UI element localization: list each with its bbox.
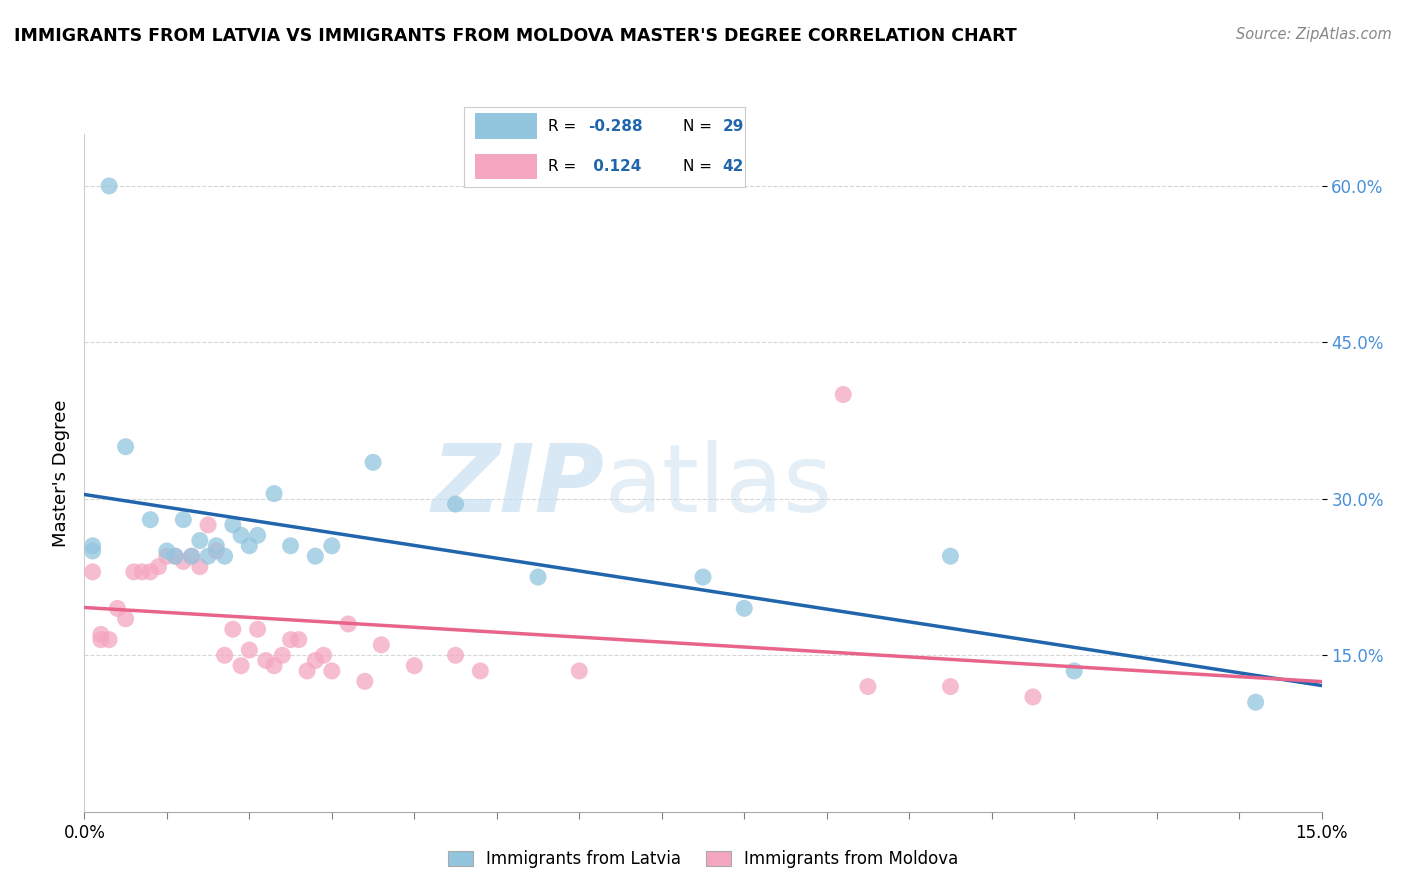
Text: R =: R =: [548, 159, 576, 174]
Bar: [475, 113, 537, 139]
Point: [470, 664, 492, 678]
Point: [280, 539, 302, 553]
Point: [197, 517, 219, 532]
Point: [139, 565, 162, 579]
Point: [229, 528, 252, 542]
Point: [304, 549, 326, 564]
Point: [312, 648, 335, 663]
Point: [404, 658, 426, 673]
Text: atlas: atlas: [605, 441, 832, 533]
Point: [98, 632, 121, 647]
Text: N =: N =: [683, 119, 713, 134]
Text: Source: ZipAtlas.com: Source: ZipAtlas.com: [1236, 27, 1392, 42]
Point: [172, 513, 194, 527]
Point: [90, 632, 112, 647]
Point: [114, 440, 136, 454]
Point: [527, 570, 550, 584]
Bar: [475, 153, 537, 179]
Point: [939, 549, 962, 564]
Point: [444, 497, 467, 511]
Point: [733, 601, 755, 615]
Point: [82, 565, 104, 579]
Point: [122, 565, 145, 579]
Point: [370, 638, 392, 652]
Point: [82, 544, 104, 558]
Point: [139, 513, 162, 527]
Point: [263, 486, 285, 500]
Point: [148, 559, 170, 574]
Point: [156, 549, 179, 564]
Text: N =: N =: [683, 159, 713, 174]
Point: [353, 674, 375, 689]
Point: [98, 178, 121, 193]
Text: 42: 42: [723, 159, 744, 174]
Text: IMMIGRANTS FROM LATVIA VS IMMIGRANTS FROM MOLDOVA MASTER'S DEGREE CORRELATION CH: IMMIGRANTS FROM LATVIA VS IMMIGRANTS FRO…: [14, 27, 1017, 45]
Point: [188, 533, 211, 548]
Point: [832, 387, 855, 401]
Point: [165, 549, 187, 564]
Text: 0.124: 0.124: [588, 159, 641, 174]
Point: [1063, 664, 1085, 678]
Point: [238, 643, 260, 657]
Point: [263, 658, 285, 673]
Point: [229, 658, 252, 673]
Point: [197, 549, 219, 564]
Point: [90, 627, 112, 641]
Point: [188, 559, 211, 574]
Point: [205, 539, 228, 553]
Point: [444, 648, 467, 663]
Point: [214, 549, 236, 564]
Point: [222, 622, 245, 636]
Point: [246, 528, 269, 542]
Y-axis label: Master's Degree: Master's Degree: [52, 399, 70, 547]
Point: [205, 544, 228, 558]
Point: [165, 549, 187, 564]
Point: [304, 653, 326, 667]
Point: [114, 612, 136, 626]
Point: [568, 664, 591, 678]
Point: [222, 517, 245, 532]
Point: [105, 601, 128, 615]
Point: [337, 617, 360, 632]
Text: 29: 29: [723, 119, 744, 134]
Point: [321, 664, 343, 678]
Point: [82, 539, 104, 553]
Point: [1022, 690, 1045, 704]
Point: [692, 570, 714, 584]
Point: [238, 539, 260, 553]
Point: [288, 632, 311, 647]
Text: ZIP: ZIP: [432, 441, 605, 533]
Point: [939, 680, 962, 694]
Legend: Immigrants from Latvia, Immigrants from Moldova: Immigrants from Latvia, Immigrants from …: [441, 844, 965, 875]
Point: [246, 622, 269, 636]
Text: -0.288: -0.288: [588, 119, 643, 134]
Point: [254, 653, 277, 667]
Point: [172, 554, 194, 568]
Point: [321, 539, 343, 553]
Point: [180, 549, 202, 564]
Point: [280, 632, 302, 647]
Point: [271, 648, 294, 663]
Point: [856, 680, 879, 694]
Text: R =: R =: [548, 119, 576, 134]
Point: [295, 664, 318, 678]
Point: [156, 544, 179, 558]
Point: [180, 549, 202, 564]
Point: [131, 565, 153, 579]
Point: [214, 648, 236, 663]
Point: [1244, 695, 1267, 709]
Point: [361, 455, 384, 469]
